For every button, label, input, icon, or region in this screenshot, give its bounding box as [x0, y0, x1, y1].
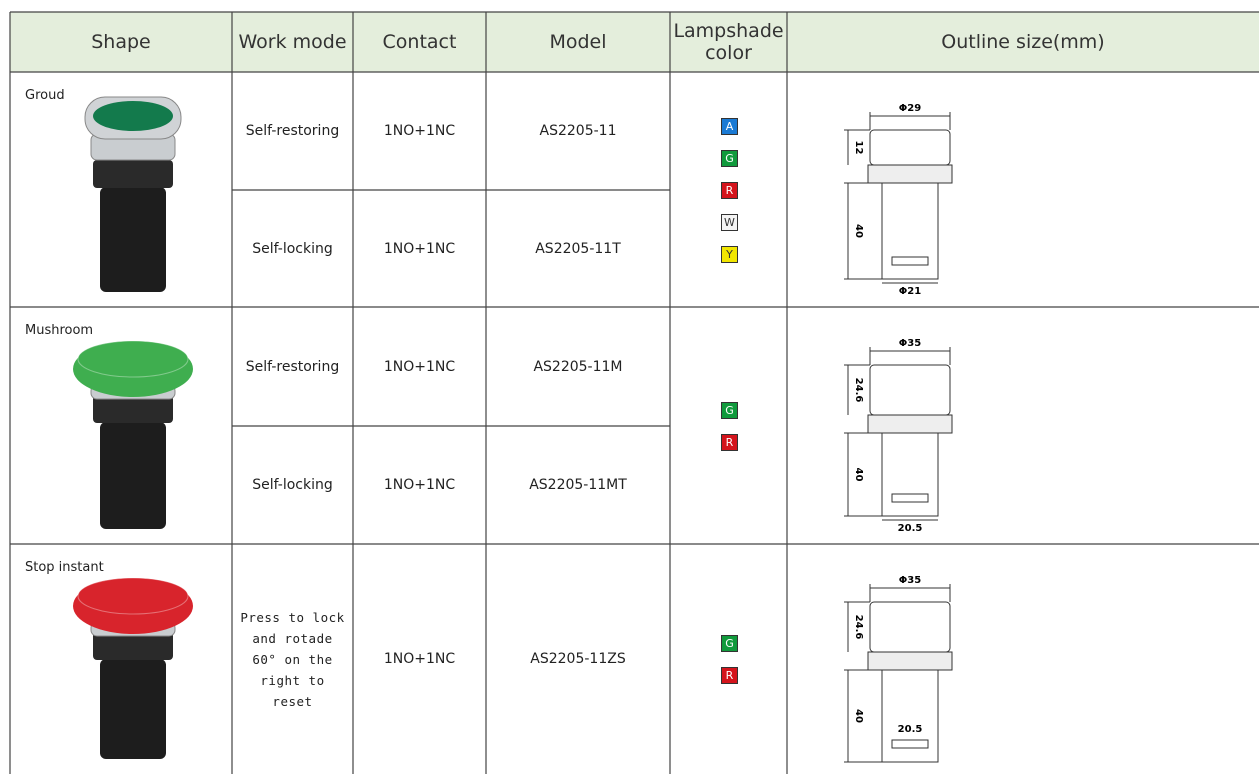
work-mode: Self-locking [252, 477, 333, 493]
header-bg [10, 12, 1259, 72]
drawing-cap [869, 129, 951, 166]
contact: 1NO+1NC [383, 358, 456, 375]
contact: 1NO+1NC [383, 123, 456, 139]
dim-label: 40 [853, 468, 864, 482]
shape-label: Stop instant [25, 560, 104, 575]
work-mode: Self-locking [252, 240, 333, 257]
dim-label: Φ35 [899, 575, 921, 586]
drawing-body [881, 432, 939, 517]
button-body [100, 187, 166, 292]
color-swatch: G [721, 149, 738, 167]
contact: 1NO+1NC [383, 651, 456, 667]
shape-label: Mushroom [25, 323, 94, 338]
drawing-flange [867, 164, 953, 184]
dim-label: 12 [853, 141, 864, 155]
button-nut [93, 395, 173, 423]
button-nut [93, 632, 173, 660]
drawing-terminal [891, 739, 929, 749]
drawing-flange [867, 414, 953, 434]
dim-label: Φ35 [899, 338, 921, 349]
header-cell: Outline size(mm) [941, 31, 1105, 53]
dim-label: 24.6 [853, 615, 864, 640]
drawing-cap [869, 601, 951, 653]
button-body [100, 422, 166, 529]
drawing-flange [867, 651, 953, 671]
contact: 1NO+1NC [383, 477, 456, 493]
header-cell: Work mode [238, 31, 347, 53]
contact: 1NO+1NC [383, 240, 456, 257]
model: AS2205-11ZS [530, 651, 626, 667]
dim-label: 20.5 [898, 724, 923, 735]
color-swatch: W [721, 213, 738, 231]
color-swatch: G [721, 401, 738, 419]
dim-label: Φ21 [899, 286, 921, 297]
header-cell: Model [549, 31, 607, 53]
model: AS2205-11 [539, 123, 617, 139]
model: AS2205-11T [535, 240, 621, 257]
color-swatch: R [721, 181, 738, 199]
button-cap-top [77, 577, 189, 615]
shape-label: Groud [25, 88, 65, 103]
button-body [100, 659, 166, 759]
button-nut [93, 160, 173, 188]
button-cap-top [77, 340, 189, 378]
drawing-terminal [891, 493, 929, 503]
header-cell: Shape [91, 31, 151, 53]
color-swatch: G [721, 635, 738, 652]
color-swatch: R [721, 433, 738, 451]
dim-label: Φ29 [899, 103, 921, 114]
color-swatch: A [721, 117, 738, 135]
work-mode: Self-restoring [245, 123, 340, 139]
dim-label: 20.5 [898, 523, 923, 534]
work-mode: Press to lock and rotade 60° on the righ… [240, 609, 345, 709]
color-swatch: Y [721, 245, 738, 263]
dim-label: 40 [853, 709, 864, 723]
drawing-terminal [891, 256, 929, 266]
header-cell: Contact [382, 31, 457, 53]
dim-label: 40 [853, 224, 864, 238]
dim-label: 24.6 [853, 378, 864, 403]
model: AS2205-11MT [529, 477, 627, 493]
drawing-cap [869, 364, 951, 416]
button-face [93, 101, 173, 131]
work-mode: Self-restoring [245, 358, 340, 375]
header-cell: Lampshade color [673, 20, 784, 64]
model: AS2205-11M [533, 358, 623, 375]
color-swatch: R [721, 667, 738, 684]
